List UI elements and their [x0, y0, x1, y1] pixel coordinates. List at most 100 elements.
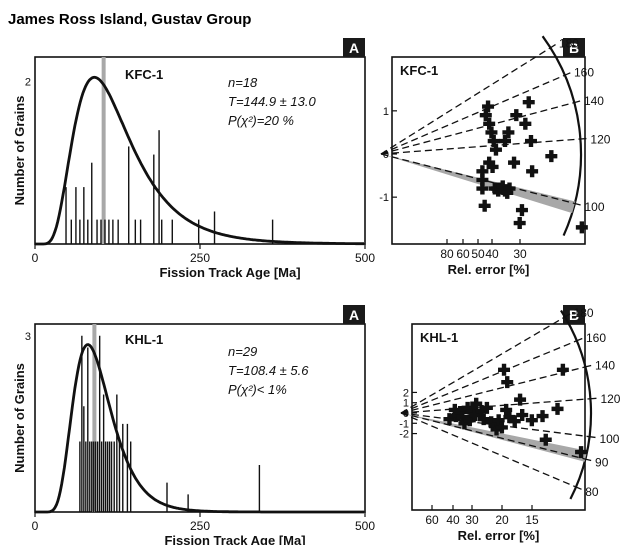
kfc1-radial-grain-point [496, 180, 509, 193]
kfc1-radial-grain-point [519, 117, 532, 130]
kfc1-radial-x-tick-label: 40 [485, 247, 499, 261]
khl1-radial-grain-point [501, 376, 514, 389]
kfc1-radial-grain-point [479, 109, 492, 122]
khl1-radial-grain-point [458, 417, 471, 430]
kfc1-radial-y-tick-label: -1 [379, 192, 389, 204]
khl1-radial-arc-age-label: 140 [595, 358, 615, 372]
kfc1-radial-arc-tick [564, 72, 571, 76]
kfc1-radial-grain-point [486, 160, 499, 173]
khl1-radial-grain-point [536, 410, 549, 423]
khl1-radial-y-tick-label: 1 [403, 398, 409, 410]
kfc1-radial-grain-point [483, 117, 496, 130]
khl1-radial-age-ray [400, 366, 586, 414]
kfc1-hist-stat-line: n=18 [228, 75, 258, 90]
kfc1-radial-grain-point [487, 135, 500, 148]
kfc1-hist-x-tick-label: 0 [32, 251, 39, 265]
khl1-radial-arc-tick [564, 313, 571, 318]
khl1-radial-x-axis-label: Rel. error [%] [458, 528, 540, 543]
khl1-radial-arc-tick [575, 486, 582, 490]
kfc1-radial-grain-point [476, 165, 489, 178]
khl1-radial-age-arc [560, 309, 593, 500]
khl1-radial-grain-point [465, 405, 478, 418]
kfc1-radial-grain-point [524, 135, 537, 148]
khl1-radial-age-ray [400, 412, 586, 460]
kfc1-radial-x-tick-label: 50 [471, 247, 485, 261]
khl1-hist-y-tick-label: 3 [25, 331, 31, 343]
khl1-radial-x-tick-label: 60 [425, 513, 439, 527]
kfc1-radial-arc-age-label: 160 [574, 65, 594, 79]
khl1-radial-arc-tick [585, 364, 592, 368]
khl1-radial-x-tick-label: 20 [495, 513, 509, 527]
kfc1-radial-grain-point [499, 135, 511, 148]
khl1-radial-grain-point [575, 446, 588, 459]
kfc1-hist-panel-tag: A [349, 40, 359, 56]
kfc1-radial-arc-tick [574, 202, 581, 206]
kfc1-radial-x-axis-label: Rel. error [%] [448, 262, 530, 277]
khl1-hist-stat-line: T=108.4 ± 5.6 [228, 363, 309, 378]
khl1-radial-arc-age-label: 160 [586, 331, 606, 345]
khl1-radial-grain-point [480, 401, 493, 414]
khl1-hist-y-axis-label: Number of Grains [12, 363, 27, 473]
kfc1-hist-x-tick-label: 250 [190, 251, 210, 265]
kfc1-radial-age-ray [380, 74, 566, 155]
khl1-hist-density-curve [35, 343, 364, 514]
kfc1-radial-panel-tag: B [569, 40, 579, 56]
khl1-radial-arc-age-label: 180 [574, 306, 594, 320]
khl1-radial-y-tick-label: 2 [403, 387, 409, 399]
kfc1-radial-grain-point [526, 165, 539, 178]
khl1-radial-y-tick-label: -2 [399, 429, 409, 441]
khl1-radial-grain-point [503, 411, 516, 424]
khl1-hist-panel-tag-box [343, 305, 365, 324]
khl1-radial-grain-point [514, 393, 527, 406]
kfc1-hist-y-axis-label: Number of Grains [12, 96, 27, 206]
khl1-radial-grain-point [469, 409, 482, 422]
kfc1-radial-grain-point [482, 100, 495, 113]
khl1-hist-stat-line: P(χ²)< 1% [228, 382, 287, 397]
khl1-radial-grain-point [525, 414, 538, 427]
kfc1-radial-grain-point [515, 204, 528, 217]
khl1-radial-age-ray [400, 412, 577, 488]
kfc1-hist-stat-line: P(χ²)=20 % [228, 113, 294, 128]
kfc1-hist-x-axis-label: Fission Track Age [Ma] [159, 265, 300, 280]
khl1-radial-arc-age-label: 80 [585, 485, 599, 499]
kfc1-radial-grain-point [478, 199, 491, 212]
khl1-radial-grain-point [475, 404, 488, 417]
kfc1-radial-grain-point [513, 217, 526, 230]
khl1-radial-grain-point [551, 402, 564, 415]
kfc1-radial-arc-age-label: 100 [584, 200, 604, 214]
figure-title: James Ross Island, Gustav Group [8, 11, 251, 28]
kfc1-radial-y-tick-label: 0 [383, 149, 389, 161]
khl1-radial-grain-point [516, 409, 529, 422]
kfc1-radial-arc-age-label: 140 [584, 94, 604, 108]
kfc1-radial-panel-tag-box [563, 38, 585, 57]
khl1-hist-stat-line: n=29 [228, 344, 257, 359]
khl1-hist-x-tick-label: 250 [190, 519, 210, 533]
khl1-radial-age-ray [400, 398, 591, 414]
khl1-radial-grain-point [477, 413, 490, 426]
khl1-hist-x-axis-label: Fission Track Age [Ma] [164, 533, 305, 545]
kfc1-radial-grain-point [476, 173, 489, 186]
khl1-radial-age-ray [400, 316, 566, 414]
kfc1-hist-density-curve [35, 75, 364, 246]
khl1-radial-grain-point [456, 411, 469, 424]
khl1-radial-panel-tag: B [569, 307, 579, 323]
khl1-radial-arc-tick [576, 337, 583, 342]
kfc1-radial-x-tick-label: 60 [456, 247, 470, 261]
kfc1-radial-grain-point [545, 150, 558, 163]
khl1-radial-arc-tick [585, 458, 592, 462]
khl1-radial-grain-point [498, 363, 511, 376]
kfc1-hist-stat-line: T=144.9 ± 13.0 [228, 94, 316, 109]
khl1-hist-x-tick-label: 500 [355, 519, 375, 533]
khl1-radial-grain-point [500, 403, 513, 416]
kfc1-radial-age-ray [380, 47, 551, 155]
khl1-radial-grain-point [492, 414, 505, 427]
kfc1-radial-central-age-band [381, 154, 576, 214]
khl1-radial-panel-tag-box [563, 305, 585, 324]
khl1-radial-grain-point [461, 401, 474, 414]
kfc1-radial-frame [391, 56, 586, 245]
khl1-radial-age-ray [400, 412, 590, 438]
kfc1-radial-x-tick-label: 30 [513, 247, 527, 261]
kfc1-hist-y-tick-label: 2 [25, 76, 31, 88]
kfc1-radial-grain-point [503, 182, 516, 195]
